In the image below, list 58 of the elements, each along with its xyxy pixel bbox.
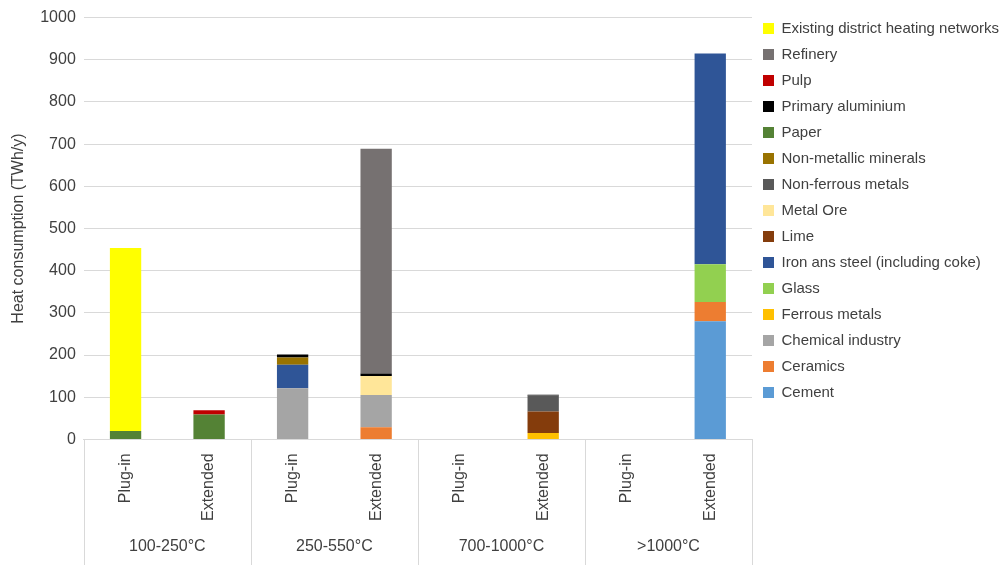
- x-tick-label: Plug-in: [283, 453, 301, 504]
- bar: [109, 430, 142, 439]
- text: >1000°C: [637, 537, 700, 555]
- bar: [527, 433, 559, 439]
- y-tick-label: 0: [66, 429, 76, 447]
- bar: [527, 411, 559, 434]
- legend-label: Refinery: [781, 44, 838, 62]
- legend-label: Ceramics: [781, 356, 845, 374]
- bar: [694, 301, 726, 322]
- y-tick-label: 600: [49, 176, 76, 194]
- y-tick-label: 400: [49, 261, 76, 279]
- y-tick-label: 700: [49, 134, 76, 152]
- text: 700-1000°C: [458, 537, 545, 555]
- y-tick-label: 300: [49, 303, 76, 321]
- text: 100-250°C: [128, 537, 206, 555]
- bar: [360, 376, 392, 396]
- x-tick-label: Extended: [199, 453, 217, 521]
- bar: [276, 364, 309, 389]
- x-tick-label: Plug-in: [115, 453, 133, 504]
- bar: [193, 414, 225, 439]
- bar: [694, 321, 726, 439]
- bar: [276, 357, 309, 365]
- legend-label: Metal Ore: [781, 200, 848, 218]
- bar: [694, 53, 726, 265]
- legend-label: Primary aluminium: [781, 96, 906, 114]
- y-axis-title: Heat consumption (TWh/y): [9, 133, 27, 324]
- bar: [360, 148, 392, 374]
- x-tick-label: Extended: [533, 453, 551, 521]
- y-tick-label: 500: [49, 218, 76, 236]
- y-tick-label: 800: [49, 92, 76, 110]
- bar: [276, 388, 309, 439]
- x-tick-label: Plug-in: [617, 453, 635, 504]
- legend-label: Lime: [781, 226, 815, 244]
- x-tick-label: Extended: [366, 453, 384, 521]
- legend-label: Iron ans steel (including coke): [781, 252, 981, 270]
- legend-label: Non-ferrous metals: [781, 174, 910, 192]
- bar: [527, 395, 559, 412]
- y-tick-label: 900: [49, 50, 76, 68]
- bar: [276, 354, 309, 358]
- legend-label: Glass: [781, 278, 820, 296]
- x-tick-label: Plug-in: [450, 453, 468, 504]
- y-tick-label: 1000: [40, 8, 76, 26]
- y-tick-label: 100: [49, 387, 76, 405]
- bar: [694, 264, 726, 302]
- legend-label: Chemical industry: [781, 330, 902, 348]
- x-tick-label: Extended: [700, 453, 718, 521]
- legend-label: Existing district heating networks: [781, 18, 1000, 36]
- legend-label: Ferrous metals: [781, 304, 882, 322]
- bar: [109, 247, 142, 431]
- text: 250-550°C: [296, 537, 373, 555]
- legend-label: Paper: [781, 122, 822, 140]
- bar: [360, 427, 392, 439]
- legend-label: Pulp: [781, 70, 812, 88]
- bar: [193, 410, 225, 415]
- legend-label: Cement: [781, 382, 835, 400]
- bar: [360, 395, 392, 428]
- y-tick-label: 200: [49, 345, 76, 363]
- legend-label: Non-metallic minerals: [781, 148, 926, 166]
